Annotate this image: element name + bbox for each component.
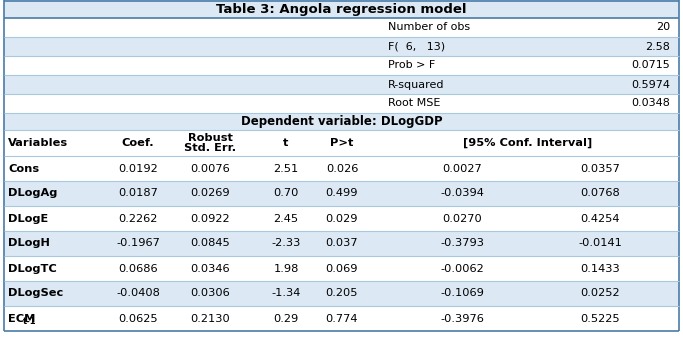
Text: -1.34: -1.34: [271, 289, 301, 298]
Text: DLogTC: DLogTC: [8, 264, 57, 274]
Text: Variables: Variables: [8, 138, 68, 148]
Text: 0.0269: 0.0269: [190, 189, 229, 199]
Text: 0.0845: 0.0845: [190, 239, 230, 249]
Bar: [4, 18, 679, 37]
Text: Std. Err.: Std. Err.: [184, 143, 236, 153]
Text: 0.5225: 0.5225: [580, 314, 619, 323]
Text: Coef.: Coef.: [122, 138, 154, 148]
Text: 0.037: 0.037: [326, 239, 359, 249]
Text: -0.0062: -0.0062: [440, 264, 484, 274]
Text: DLogAg: DLogAg: [8, 189, 57, 199]
Text: 0.4254: 0.4254: [581, 214, 619, 224]
Text: t: t: [283, 138, 289, 148]
Text: 0.069: 0.069: [326, 264, 359, 274]
Text: 0.0768: 0.0768: [580, 189, 620, 199]
Text: Table 3: Angola regression model: Table 3: Angola regression model: [217, 2, 466, 15]
Bar: [4, 37, 679, 56]
Text: 0.0346: 0.0346: [190, 264, 229, 274]
Bar: [4, 75, 679, 94]
Text: -0.3976: -0.3976: [440, 314, 484, 323]
Text: 0.29: 0.29: [273, 314, 298, 323]
Text: 0.0357: 0.0357: [580, 163, 620, 174]
Text: 0.499: 0.499: [326, 189, 359, 199]
Text: -0.1967: -0.1967: [116, 239, 160, 249]
Text: 0.029: 0.029: [326, 214, 359, 224]
Bar: [4, 113, 679, 130]
Text: 0.0922: 0.0922: [190, 214, 229, 224]
Text: 0.0715: 0.0715: [631, 61, 670, 70]
Bar: [4, 56, 679, 75]
Text: 0.026: 0.026: [326, 163, 358, 174]
Text: 20: 20: [656, 23, 670, 32]
Text: P>t: P>t: [331, 138, 354, 148]
Text: 0.2130: 0.2130: [190, 314, 230, 323]
Text: 0.0252: 0.0252: [580, 289, 619, 298]
Text: -0.1069: -0.1069: [440, 289, 484, 298]
Text: -0.0141: -0.0141: [578, 239, 622, 249]
Bar: [4, 130, 679, 156]
Text: 0.0625: 0.0625: [118, 314, 158, 323]
Text: 0.0348: 0.0348: [631, 99, 670, 108]
Text: Root MSE: Root MSE: [388, 99, 441, 108]
Text: 0.5974: 0.5974: [631, 80, 670, 89]
Text: Cons: Cons: [8, 163, 39, 174]
Text: ECM: ECM: [8, 314, 36, 323]
Text: 2.58: 2.58: [645, 42, 670, 51]
Text: R-squared: R-squared: [388, 80, 445, 89]
Text: DLogH: DLogH: [8, 239, 50, 249]
Text: F(  6,   13): F( 6, 13): [388, 42, 445, 51]
Text: 2.45: 2.45: [273, 214, 298, 224]
Text: Dependent variable: DLogGDP: Dependent variable: DLogGDP: [240, 115, 443, 128]
Text: -2.33: -2.33: [271, 239, 301, 249]
Bar: [4, 281, 679, 306]
Text: 0.0306: 0.0306: [190, 289, 230, 298]
Text: 0.0192: 0.0192: [118, 163, 158, 174]
Bar: [4, 256, 679, 281]
Text: Robust: Robust: [188, 133, 232, 143]
Text: Number of obs: Number of obs: [388, 23, 470, 32]
Bar: [4, 306, 679, 331]
Text: 0.70: 0.70: [273, 189, 298, 199]
Text: 0.774: 0.774: [326, 314, 359, 323]
Text: 1.98: 1.98: [273, 264, 298, 274]
Bar: [4, 0, 679, 18]
Text: [95% Conf. Interval]: [95% Conf. Interval]: [463, 138, 593, 148]
Text: 0.1433: 0.1433: [580, 264, 620, 274]
Text: 0.0686: 0.0686: [118, 264, 158, 274]
Bar: [4, 156, 679, 181]
Bar: [4, 181, 679, 206]
Bar: [4, 94, 679, 113]
Text: 0.0076: 0.0076: [190, 163, 230, 174]
Text: 0.2262: 0.2262: [118, 214, 158, 224]
Bar: [4, 206, 679, 231]
Text: -0.0408: -0.0408: [116, 289, 160, 298]
Text: 0.0270: 0.0270: [442, 214, 482, 224]
Text: 2.51: 2.51: [273, 163, 298, 174]
Text: 0.0027: 0.0027: [442, 163, 482, 174]
Text: 0.0187: 0.0187: [118, 189, 158, 199]
Text: 0.205: 0.205: [326, 289, 359, 298]
Text: DLogSec: DLogSec: [8, 289, 64, 298]
Text: -0.0394: -0.0394: [440, 189, 484, 199]
Text: -0.3793: -0.3793: [440, 239, 484, 249]
Text: Prob > F: Prob > F: [388, 61, 435, 70]
Bar: [4, 231, 679, 256]
Text: t-1: t-1: [23, 317, 37, 326]
Text: DLogE: DLogE: [8, 214, 48, 224]
